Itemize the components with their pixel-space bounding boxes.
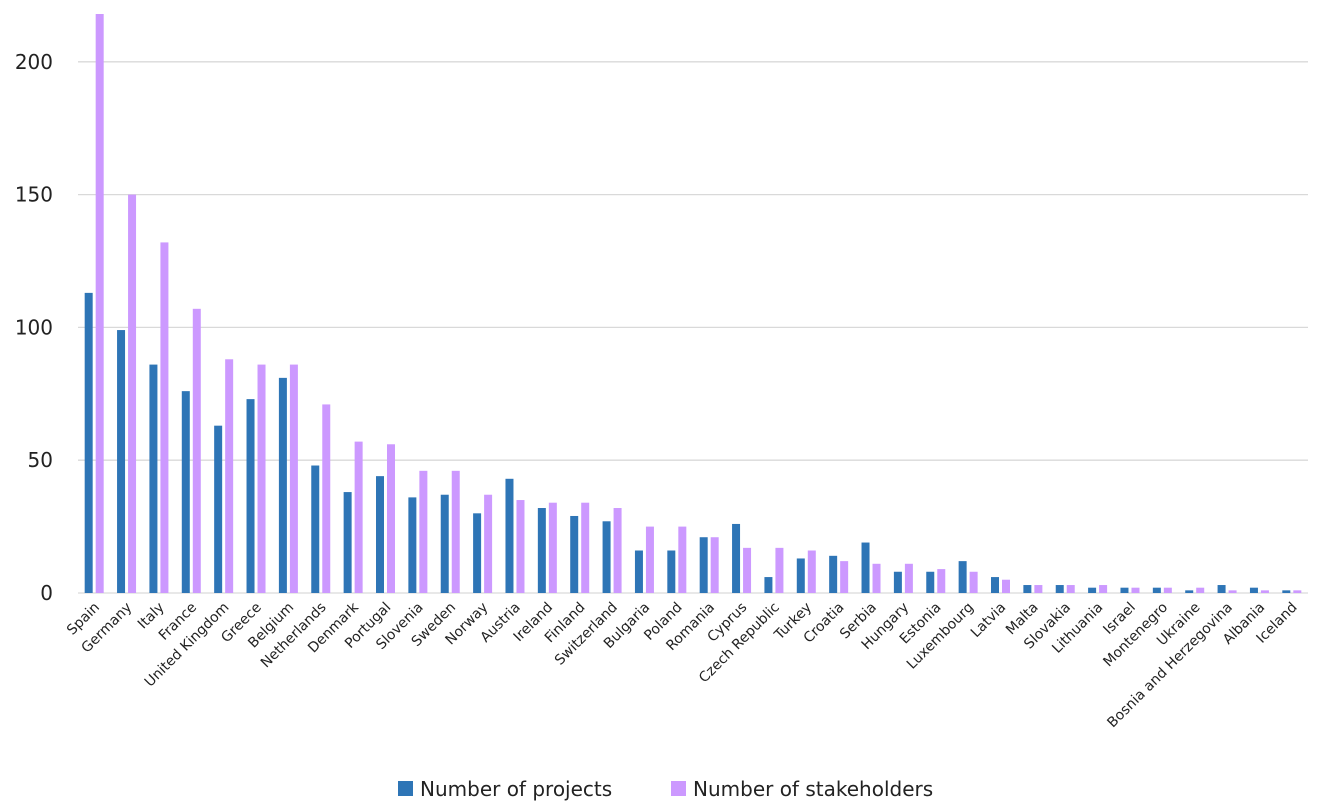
bar-projects-czech-republic [764, 577, 773, 593]
bar-stakeholders-switzerland [613, 508, 622, 593]
y-axis: 0 50 100 150 200 [15, 50, 53, 605]
bar-stakeholders-united-kingdom [225, 359, 234, 593]
bar-projects-serbia [861, 542, 870, 593]
bar-projects-hungary [893, 571, 902, 593]
bar-stakeholders-croatia [840, 561, 849, 593]
y-tick-label: 50 [28, 448, 53, 472]
bar-stakeholders-sweden [451, 470, 460, 593]
bar-projects-greece [246, 399, 255, 593]
bar-projects-latvia [991, 577, 999, 593]
bar-stakeholders-ireland [548, 502, 557, 593]
bar-projects-netherlands [311, 465, 320, 593]
bar-stakeholders-netherlands [322, 404, 331, 593]
bar-stakeholders-bosnia-and-herzegovina [1228, 590, 1237, 593]
bar-projects-bosnia-and-herzegovina [1217, 585, 1226, 593]
bar-stakeholders-israel [1131, 587, 1140, 593]
bar-stakeholders-denmark [354, 441, 363, 593]
bar-stakeholders-greece [257, 364, 266, 593]
bar-projects-bulgaria [634, 550, 643, 593]
bar-stakeholders-italy [160, 242, 169, 593]
bar-projects-portugal [376, 476, 384, 593]
bar-projects-albania [1249, 587, 1258, 593]
bar-projects-romania [699, 537, 708, 593]
y-tick-label: 0 [40, 581, 53, 605]
bar-stakeholders-poland [678, 526, 687, 593]
bar-projects-slovakia [1055, 585, 1064, 593]
bar-stakeholders-france [192, 308, 201, 593]
bar-projects-austria [505, 478, 514, 593]
bar-projects-finland [570, 515, 579, 593]
bar-projects-norway [473, 513, 482, 593]
bar-stakeholders-czech-republic [775, 547, 784, 593]
bar-stakeholders-portugal [387, 444, 395, 593]
bar-projects-montenegro [1152, 587, 1161, 593]
bar-projects-italy [149, 364, 158, 593]
bar-projects-spain [84, 292, 93, 593]
bar-stakeholders-finland [581, 502, 590, 593]
y-tick-label: 100 [15, 315, 53, 339]
bar-stakeholders-slovenia [419, 470, 428, 593]
y-tick-label: 150 [15, 183, 53, 207]
bar-projects-croatia [829, 555, 838, 593]
bar-stakeholders-malta [1034, 585, 1043, 593]
bar-projects-ireland [537, 508, 546, 593]
bar-projects-cyprus [732, 523, 741, 593]
x-tick-label: Latvia [968, 600, 1009, 641]
bars-layer [84, 14, 1302, 593]
bar-stakeholders-spain [95, 14, 104, 593]
bar-projects-poland [667, 550, 676, 593]
bar-projects-iceland [1282, 590, 1291, 593]
legend-label: Number of projects [420, 777, 612, 801]
legend-label: Number of stakeholders [693, 777, 933, 801]
bar-stakeholders-bulgaria [645, 526, 654, 593]
legend-swatch [671, 781, 686, 796]
bar-projects-turkey [796, 558, 805, 593]
bar-stakeholders-cyprus [743, 547, 752, 593]
bar-projects-sweden [440, 494, 449, 593]
bar-projects-luxembourg [958, 561, 967, 593]
bar-stakeholders-hungary [904, 563, 913, 593]
bar-stakeholders-iceland [1293, 590, 1302, 593]
bar-stakeholders-montenegro [1163, 587, 1172, 593]
bar-stakeholders-albania [1260, 590, 1269, 593]
bar-stakeholders-estonia [937, 569, 946, 593]
bar-projects-france [181, 391, 190, 593]
bar-projects-slovenia [408, 497, 417, 593]
bar-stakeholders-turkey [807, 550, 816, 593]
legend: Number of projects Number of stakeholders [398, 777, 933, 801]
bar-projects-lithuania [1088, 587, 1097, 593]
bar-projects-estonia [926, 571, 935, 593]
bar-stakeholders-norway [484, 494, 493, 593]
bar-stakeholders-austria [516, 500, 525, 593]
bar-projects-germany [117, 330, 126, 593]
bar-stakeholders-ukraine [1196, 587, 1205, 593]
y-tick-label: 200 [15, 50, 53, 74]
bar-stakeholders-germany [128, 194, 137, 593]
legend-swatch [398, 781, 413, 796]
bar-projects-malta [1023, 585, 1032, 593]
bar-stakeholders-lithuania [1099, 585, 1108, 593]
bar-projects-israel [1120, 587, 1129, 593]
bar-projects-denmark [343, 492, 352, 593]
bar-stakeholders-slovakia [1066, 585, 1075, 593]
bar-stakeholders-romania [710, 537, 719, 593]
bar-projects-ukraine [1185, 590, 1194, 593]
bar-projects-belgium [278, 377, 287, 593]
bar-projects-united-kingdom [214, 425, 223, 593]
bar-projects-switzerland [602, 521, 611, 593]
bar-stakeholders-belgium [289, 364, 298, 593]
bar-stakeholders-serbia [872, 563, 881, 593]
bar-stakeholders-luxembourg [969, 571, 978, 593]
bar-stakeholders-latvia [1002, 579, 1010, 593]
